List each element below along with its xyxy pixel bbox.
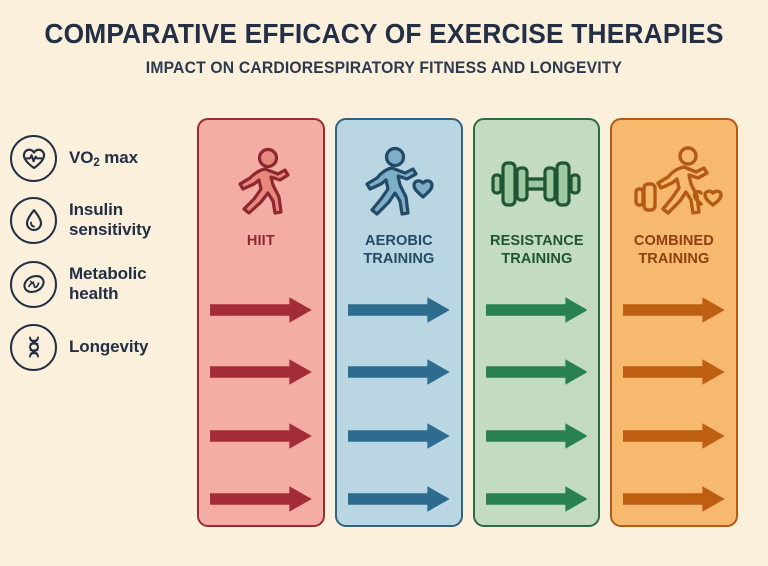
arrow-hiit-metabolic-health: [210, 421, 312, 451]
therapy-column-combined[interactable]: COMBINED TRAINING: [610, 118, 738, 527]
metric-label-metabolic-line1: Metabolic: [69, 264, 147, 284]
metric-label-insulin-line2: sensitivity: [69, 220, 152, 239]
therapy-title-resistance-line1: RESISTANCE: [489, 232, 584, 249]
arrow-hiit-vo2max: [210, 295, 312, 325]
therapy-title-aerobic-line2: TRAINING: [363, 249, 435, 267]
therapy-title-aerobic: AEROBIC TRAINING: [339, 232, 459, 267]
therapy-column-resistance[interactable]: RESISTANCE TRAINING: [472, 118, 601, 527]
metric-row-longevity: Longevity: [10, 319, 192, 375]
therapy-title-hiit-line1: HIIT: [246, 232, 275, 249]
metric-label-column: VO2 max Insulin sensitivity Metabolic he…: [10, 118, 192, 527]
arrow-combined-vo2max: [623, 295, 725, 325]
arrow-combined-metabolic-health: [623, 421, 725, 451]
therapy-title-resistance: RESISTANCE TRAINING: [476, 232, 596, 267]
dna-icon: [10, 323, 57, 371]
dumbbell-icon: [475, 136, 599, 232]
arrow-aerobic-vo2max: [347, 295, 450, 325]
arrow-combined-longevity: [623, 484, 725, 514]
walker-heart-icon: [337, 136, 461, 232]
metric-label-insulin-line1: Insulin: [69, 200, 124, 220]
metric-label-vo2max: VO2 max: [69, 148, 139, 170]
metric-label-vo2max-main: VO: [69, 148, 94, 168]
metric-row-vo2max: VO2 max: [10, 130, 192, 186]
metric-label-vo2max-sub: 2: [93, 157, 100, 170]
therapy-title-combined: COMBINED TRAINING: [614, 232, 734, 267]
therapy-title-hiit: HIIT: [201, 232, 321, 250]
page-title: COMPARATIVE EFFICACY OF EXERCISE THERAPI…: [44, 18, 724, 49]
therapy-title-combined-line2: TRAINING: [638, 249, 710, 267]
arrow-hiit-insulin-sensitivity: [210, 357, 312, 387]
header: COMPARATIVE EFFICACY OF EXERCISE THERAPI…: [0, 18, 768, 78]
arrow-resistance-insulin-sensitivity: [485, 357, 588, 387]
therapy-column-aerobic[interactable]: AEROBIC TRAINING: [334, 118, 463, 527]
metric-row-metabolic-health: Metabolic health: [10, 256, 192, 312]
therapy-title-combined-line1: COMBINED: [634, 232, 715, 249]
runner-dumbbell-heart-icon: [612, 136, 736, 232]
metric-label-longevity-line1: Longevity: [69, 337, 149, 357]
therapy-column-hiit[interactable]: HIIT: [197, 118, 325, 527]
arrow-aerobic-insulin-sensitivity: [347, 357, 450, 387]
therapy-title-aerobic-line1: AEROBIC: [364, 232, 433, 249]
arrow-resistance-metabolic-health: [485, 421, 588, 451]
arrow-aerobic-metabolic-health: [347, 421, 450, 451]
heart-pulse-icon: [10, 134, 57, 182]
metric-label-insulin-sensitivity: Insulin sensitivity: [69, 200, 151, 239]
page-subtitle: IMPACT ON CARDIORESPIRATORY FITNESS AND …: [145, 59, 623, 77]
runner-icon: [199, 136, 323, 232]
metric-label-longevity: Longevity: [69, 337, 148, 357]
therapy-title-resistance-line2: TRAINING: [500, 249, 572, 267]
metric-label-vo2max-tail: max: [99, 148, 139, 168]
metric-label-metabolic-line2: health: [69, 284, 119, 303]
therapy-columns: HIIT: [197, 118, 738, 527]
mitochondria-icon: [10, 260, 57, 308]
droplet-icon: [10, 196, 57, 244]
metric-row-insulin-sensitivity: Insulin sensitivity: [10, 192, 192, 248]
arrow-hiit-longevity: [210, 484, 312, 514]
metric-label-metabolic-health: Metabolic health: [69, 264, 147, 303]
arrow-resistance-vo2max: [485, 295, 588, 325]
arrow-combined-insulin-sensitivity: [623, 357, 725, 387]
arrow-aerobic-longevity: [347, 484, 450, 514]
arrow-resistance-longevity: [485, 484, 588, 514]
